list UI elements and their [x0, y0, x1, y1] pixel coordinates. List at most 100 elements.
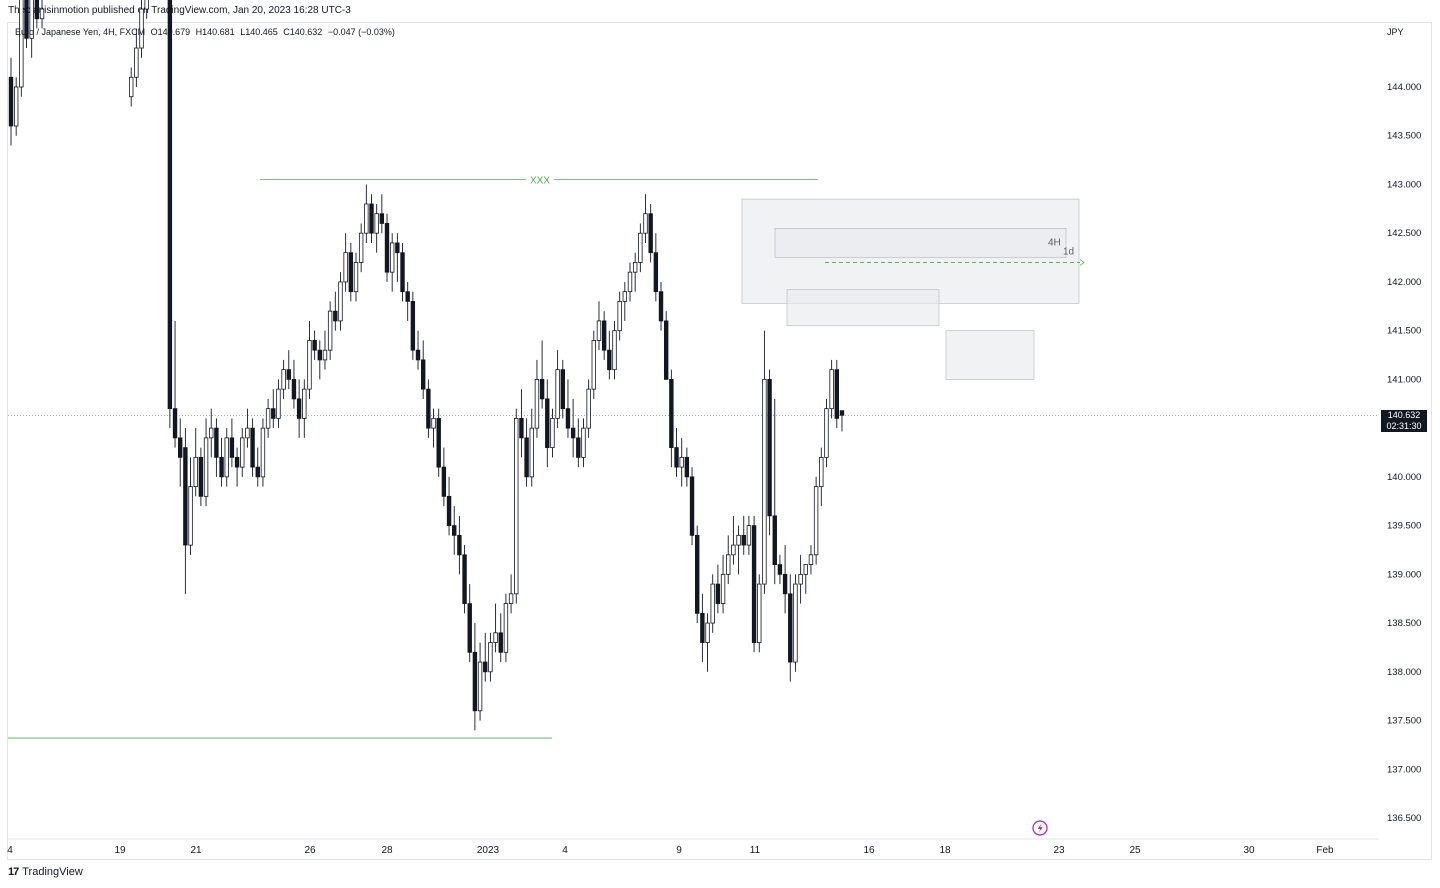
time-tick-label: 23 [1053, 845, 1065, 856]
candle [178, 418, 183, 487]
bar-countdown-tag: 02:31:30 [1381, 421, 1427, 432]
candle-body [209, 427, 214, 439]
candle [13, 77, 19, 136]
candle [679, 437, 684, 487]
candle [596, 301, 602, 351]
candle [483, 632, 488, 682]
candle [731, 515, 736, 565]
time-tick-label: 11 [750, 845, 761, 856]
candle [555, 350, 560, 429]
candle [643, 194, 648, 243]
candle [19, 0, 24, 97]
candle-body [374, 213, 379, 234]
candle-body [333, 310, 338, 322]
candle-body [467, 603, 472, 653]
footer-brand[interactable]: 17 TradingView [8, 866, 83, 878]
candle [343, 233, 348, 292]
candle-body [746, 525, 752, 546]
candle-body [178, 437, 183, 458]
candle [34, 0, 40, 29]
candle-body [255, 466, 260, 478]
candle [834, 359, 839, 429]
candle-body [772, 515, 777, 565]
candle-body [13, 86, 19, 127]
candle-body [643, 213, 648, 234]
candle [250, 418, 255, 477]
price-tick-label: 143.500 [1387, 131, 1421, 142]
candle [581, 418, 586, 468]
candle [353, 252, 359, 302]
candle [452, 506, 457, 555]
price-tick-label: 142.500 [1387, 228, 1421, 239]
candle [395, 233, 400, 282]
candle [167, 0, 173, 429]
brand-name: TradingView [22, 866, 83, 878]
candle-body [622, 291, 628, 302]
candle-body [607, 349, 612, 371]
candle-body [658, 291, 664, 322]
candle [715, 564, 721, 614]
candle [539, 340, 545, 409]
candle [720, 554, 726, 614]
candle-body [472, 651, 478, 712]
candle [134, 28, 139, 87]
time-tick-label: 30 [1243, 845, 1255, 856]
candle-layer [8, 0, 845, 731]
candle [271, 389, 276, 429]
candle-body [813, 486, 819, 556]
candle-body [348, 252, 354, 293]
candle-body [452, 525, 457, 536]
currency-label[interactable]: JPY [1387, 27, 1404, 37]
candle-body [214, 427, 219, 458]
alert-icon[interactable] [1032, 820, 1048, 836]
candle-body [420, 359, 426, 390]
candle [798, 554, 803, 604]
candle [431, 408, 436, 448]
candle-body [788, 593, 793, 663]
candle-body [389, 242, 395, 273]
candle-body [808, 554, 814, 565]
candle [364, 184, 369, 243]
candle [188, 457, 193, 555]
candle-body [139, 8, 144, 49]
candle-body [219, 456, 224, 478]
candle-body [415, 349, 421, 361]
candle-body [172, 408, 178, 439]
candle [333, 291, 338, 331]
candle [741, 515, 746, 555]
symbol-name[interactable]: Euro / Japanese Yen, 4H, FXCM [15, 27, 146, 37]
candle-body [193, 456, 198, 488]
candle-body [234, 456, 240, 468]
candle [229, 418, 235, 468]
candle-body [240, 437, 245, 468]
price-tick-label: 138.000 [1387, 667, 1421, 678]
chart-frame [7, 22, 1432, 860]
candle [524, 418, 529, 487]
candle [369, 194, 374, 243]
candle-body [462, 554, 467, 604]
candle-body [669, 378, 674, 449]
candle-body [167, 0, 173, 410]
candle [446, 476, 452, 536]
candle [209, 408, 214, 458]
candle [214, 418, 219, 477]
candle [405, 281, 410, 321]
candle [193, 428, 198, 497]
candle [276, 379, 281, 429]
candle [550, 408, 555, 458]
candle [751, 515, 757, 653]
candle [777, 554, 783, 585]
candle-body [627, 271, 633, 293]
time-tick-label: 18 [939, 845, 951, 856]
close-value: C140.632 [283, 27, 323, 37]
candle-body [183, 447, 188, 546]
candle [426, 379, 431, 438]
candle [415, 330, 421, 370]
candle [477, 642, 483, 721]
candle-body [203, 437, 209, 497]
candle [224, 428, 229, 487]
candle [793, 574, 798, 672]
price-tick-label: 141.500 [1387, 326, 1421, 337]
